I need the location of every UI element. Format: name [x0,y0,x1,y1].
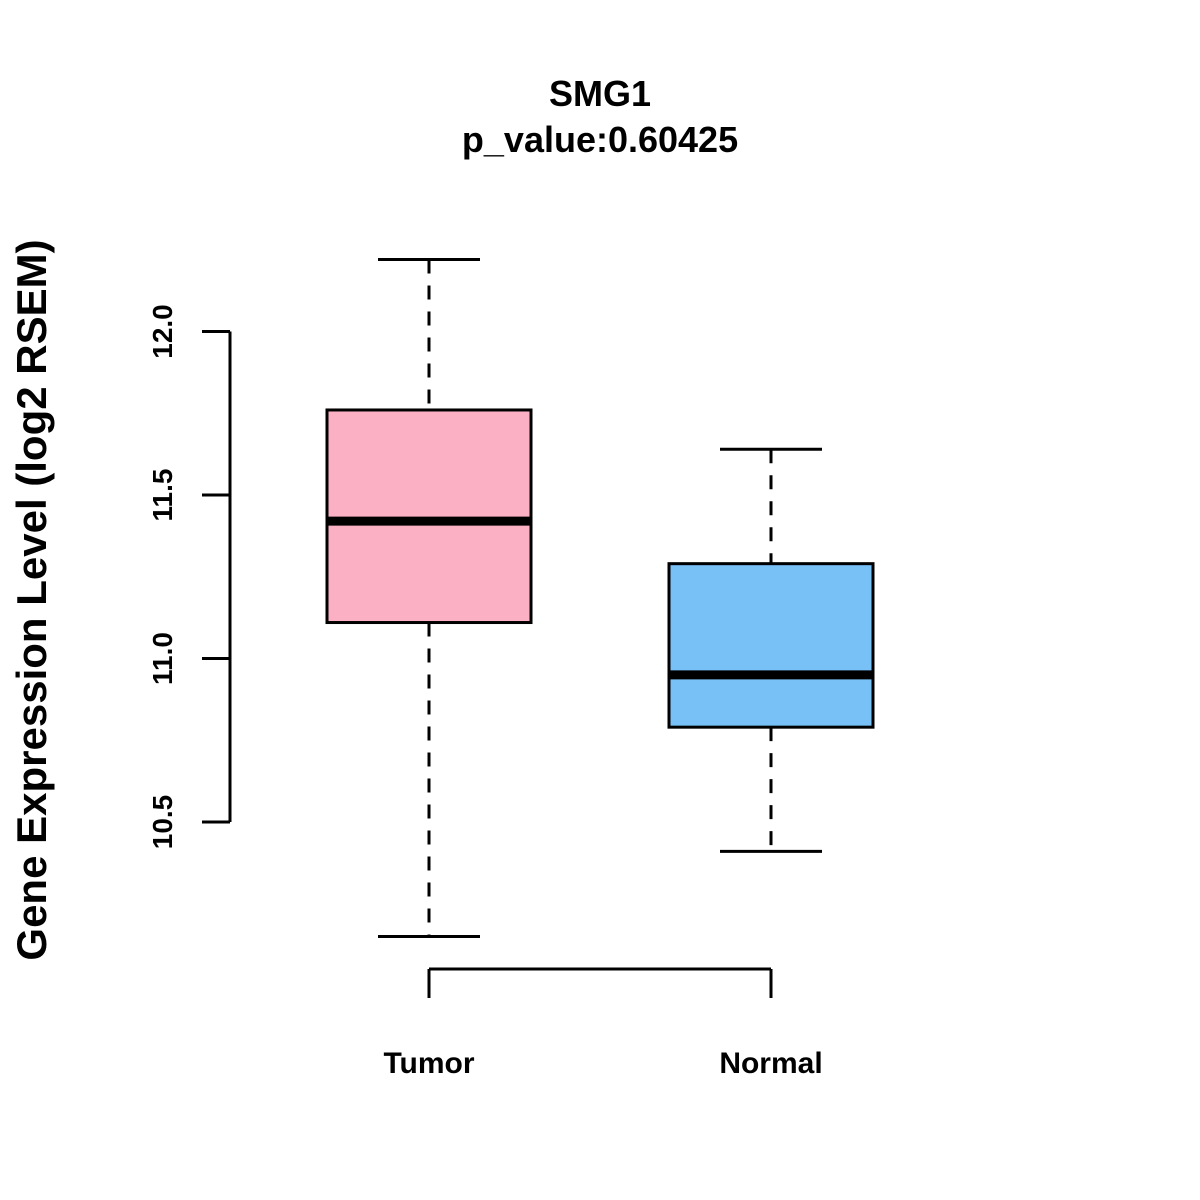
chart-title: SMG1 [549,73,651,114]
y-tick-label: 11.5 [147,469,178,522]
y-tick-label: 11.0 [147,632,178,685]
x-category-label-tumor: Tumor [383,1047,474,1080]
y-axis-label: Gene Expression Level (log2 RSEM) [8,239,55,960]
normal-box [667,562,875,729]
chart-subtitle: p_value:0.60425 [462,119,738,160]
y-tick-label: 12.0 [147,304,178,359]
plot-area: 10.5 11.0 11.5 12.0 Tumor Normal [147,258,875,1080]
tumor-box [325,408,533,625]
y-tick-label: 10.5 [147,795,178,850]
x-category-label-normal: Normal [719,1047,822,1080]
